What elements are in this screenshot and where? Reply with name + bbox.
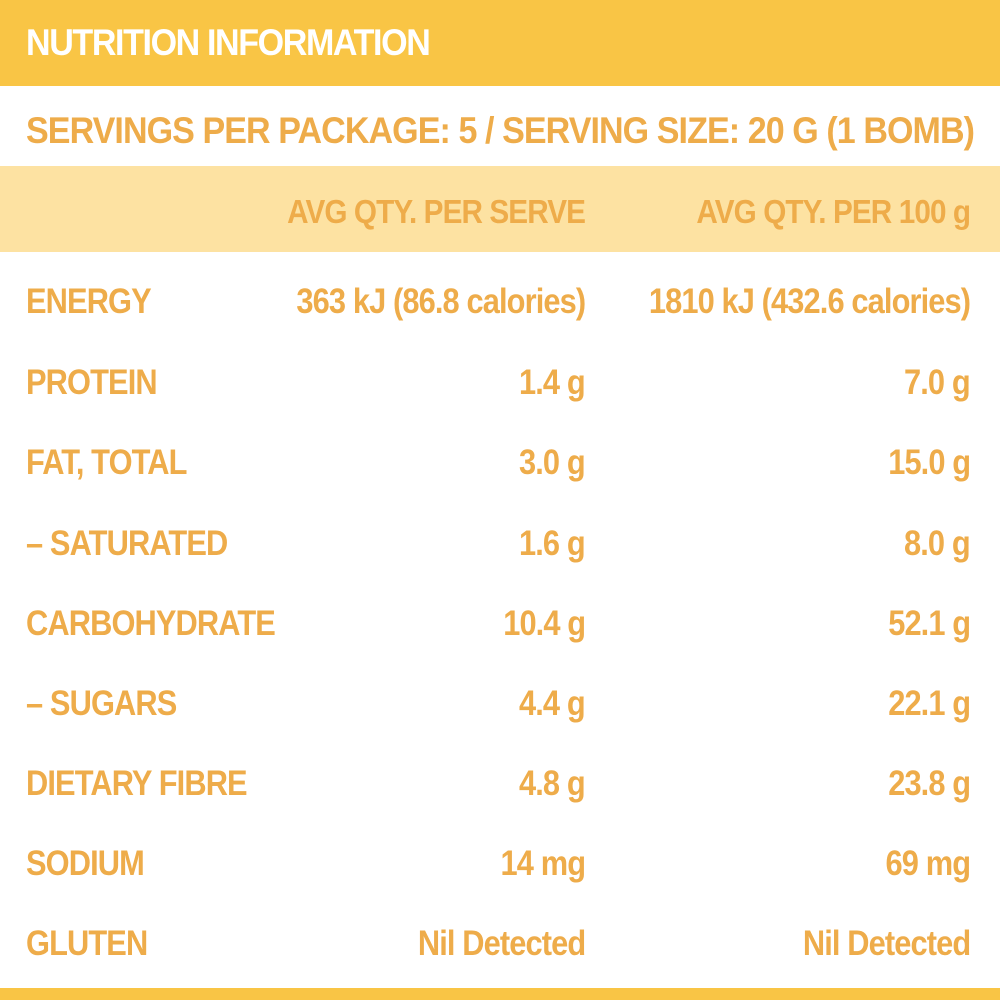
row-label: CARBOHYDRATE	[26, 604, 276, 643]
table-row-fat-total: FAT, TOTAL 3.0 g 15.0 g	[0, 433, 1000, 493]
row-label: DIETARY FIBRE	[26, 764, 248, 803]
value-per-serve: 4.4 g	[519, 684, 586, 723]
value-per-serve: 363 kJ (86.8 calories)	[296, 282, 586, 321]
table-row-sugars: – SUGARS 4.4 g 22.1 g	[0, 674, 1000, 734]
value-per-100g: 69 mg	[885, 844, 970, 883]
table-row-carbohydrate: CARBOHYDRATE 10.4 g 52.1 g	[0, 594, 1000, 654]
column-header-per-100g: AVG QTY. PER 100 g	[696, 193, 971, 230]
table-row-protein: PROTEIN 1.4 g 7.0 g	[0, 353, 1000, 413]
value-per-serve: 14 mg	[500, 844, 585, 883]
row-label: FAT, TOTAL	[26, 443, 187, 482]
row-label: SODIUM	[26, 844, 145, 883]
row-label: – SUGARS	[26, 684, 177, 723]
value-per-100g: 22.1 g	[887, 684, 971, 723]
value-per-100g: Nil Detected	[802, 924, 971, 963]
row-label: ENERGY	[26, 282, 152, 321]
value-per-serve: 3.0 g	[519, 443, 586, 482]
table-row-gluten: GLUTEN Nil Detected Nil Detected	[0, 914, 1000, 974]
table-row-sodium: SODIUM 14 mg 69 mg	[0, 834, 1000, 894]
value-per-100g: 8.0 g	[904, 524, 971, 563]
row-label: GLUTEN	[26, 924, 148, 963]
column-header-per-serve: AVG QTY. PER SERVE	[287, 193, 586, 230]
value-per-serve: Nil Detected	[417, 924, 586, 963]
value-per-100g: 52.1 g	[887, 604, 971, 643]
servings-info: SERVINGS PER PACKAGE: 5 / SERVING SIZE: …	[26, 110, 975, 151]
value-per-serve: 1.4 g	[519, 363, 586, 402]
title-bar: NUTRITION INFORMATION	[0, 0, 1000, 86]
row-label: PROTEIN	[26, 363, 158, 402]
column-header-bar	[0, 166, 1000, 252]
table-row-saturated: – SATURATED 1.6 g 8.0 g	[0, 514, 1000, 574]
table-row-energy: ENERGY 363 kJ (86.8 calories) 1810 kJ (4…	[0, 272, 1000, 332]
page-title: NUTRITION INFORMATION	[26, 22, 431, 63]
row-label: – SATURATED	[26, 524, 228, 563]
value-per-serve: 4.8 g	[519, 764, 586, 803]
value-per-serve: 10.4 g	[502, 604, 586, 643]
bottom-border	[0, 988, 1000, 1000]
value-per-100g: 15.0 g	[887, 443, 971, 482]
value-per-100g: 1810 kJ (432.6 calories)	[648, 282, 971, 321]
value-per-100g: 7.0 g	[904, 363, 971, 402]
value-per-100g: 23.8 g	[887, 764, 971, 803]
value-per-serve: 1.6 g	[519, 524, 586, 563]
table-row-dietary-fibre: DIETARY FIBRE 4.8 g 23.8 g	[0, 754, 1000, 814]
